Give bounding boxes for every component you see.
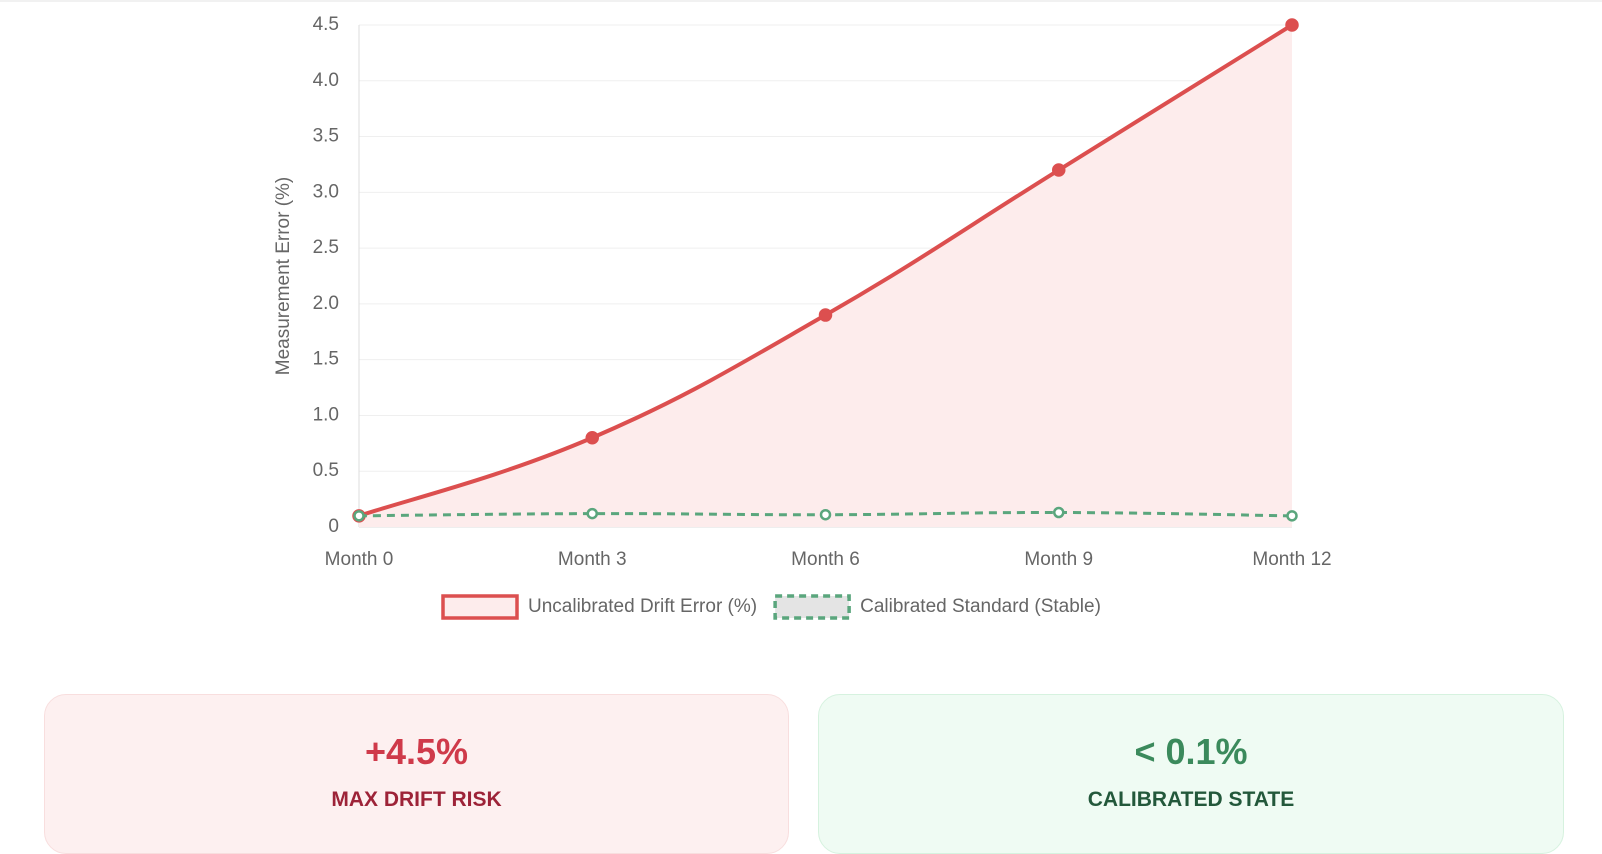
card: < 0.1% CALIBRATED STATE bbox=[818, 694, 1564, 854]
y-tick-label: 2.5 bbox=[313, 237, 339, 258]
point bbox=[1286, 510, 1298, 522]
x-tick-label: Month 9 bbox=[1024, 549, 1093, 570]
y-axis-title: Measurement Error (%) bbox=[273, 177, 294, 376]
y-tick-label: 0.5 bbox=[313, 460, 339, 481]
card-value: < 0.1% bbox=[1134, 731, 1248, 772]
card-label: MAX DRIFT RISK bbox=[331, 788, 502, 811]
point bbox=[585, 431, 599, 445]
x-tick-label: Month 12 bbox=[1252, 549, 1331, 570]
y-tick-label: 3.0 bbox=[313, 181, 339, 202]
chart: Measurement Error (%) 0 0.5 1.0 1.5 2.0 2.5 3.… bbox=[0, 0, 1602, 620]
point bbox=[1052, 163, 1066, 177]
legend-swatch bbox=[441, 594, 519, 620]
point bbox=[1285, 18, 1299, 32]
area bbox=[359, 25, 1292, 527]
x-tick-label: Month 0 bbox=[325, 549, 394, 570]
legend-label: Uncalibrated Drift Error (%) bbox=[528, 596, 757, 617]
y-tick-label: 4.0 bbox=[313, 70, 339, 91]
legend-swatch bbox=[773, 594, 851, 620]
y-tick-label: 1.5 bbox=[313, 349, 339, 370]
x-tick-label: Month 6 bbox=[791, 549, 860, 570]
card-label: CALIBRATED STATE bbox=[1087, 788, 1295, 811]
y-tick-label: 3.5 bbox=[313, 126, 339, 147]
y-tick-label: 2.0 bbox=[313, 293, 339, 314]
y-tick-label: 4.5 bbox=[313, 14, 339, 35]
card-value: +4.5% bbox=[364, 731, 469, 772]
point bbox=[818, 308, 833, 322]
x-tick-label: Month 3 bbox=[558, 549, 627, 570]
card: +4.5% MAX DRIFT RISK bbox=[44, 694, 789, 854]
point bbox=[586, 507, 598, 520]
point bbox=[1053, 506, 1065, 519]
y-tick-label: 0 bbox=[328, 516, 339, 537]
point bbox=[819, 508, 832, 521]
point bbox=[353, 510, 365, 522]
y-tick-label: 1.0 bbox=[313, 404, 339, 425]
legend-label: Calibrated Standard (Stable) bbox=[860, 596, 1101, 617]
